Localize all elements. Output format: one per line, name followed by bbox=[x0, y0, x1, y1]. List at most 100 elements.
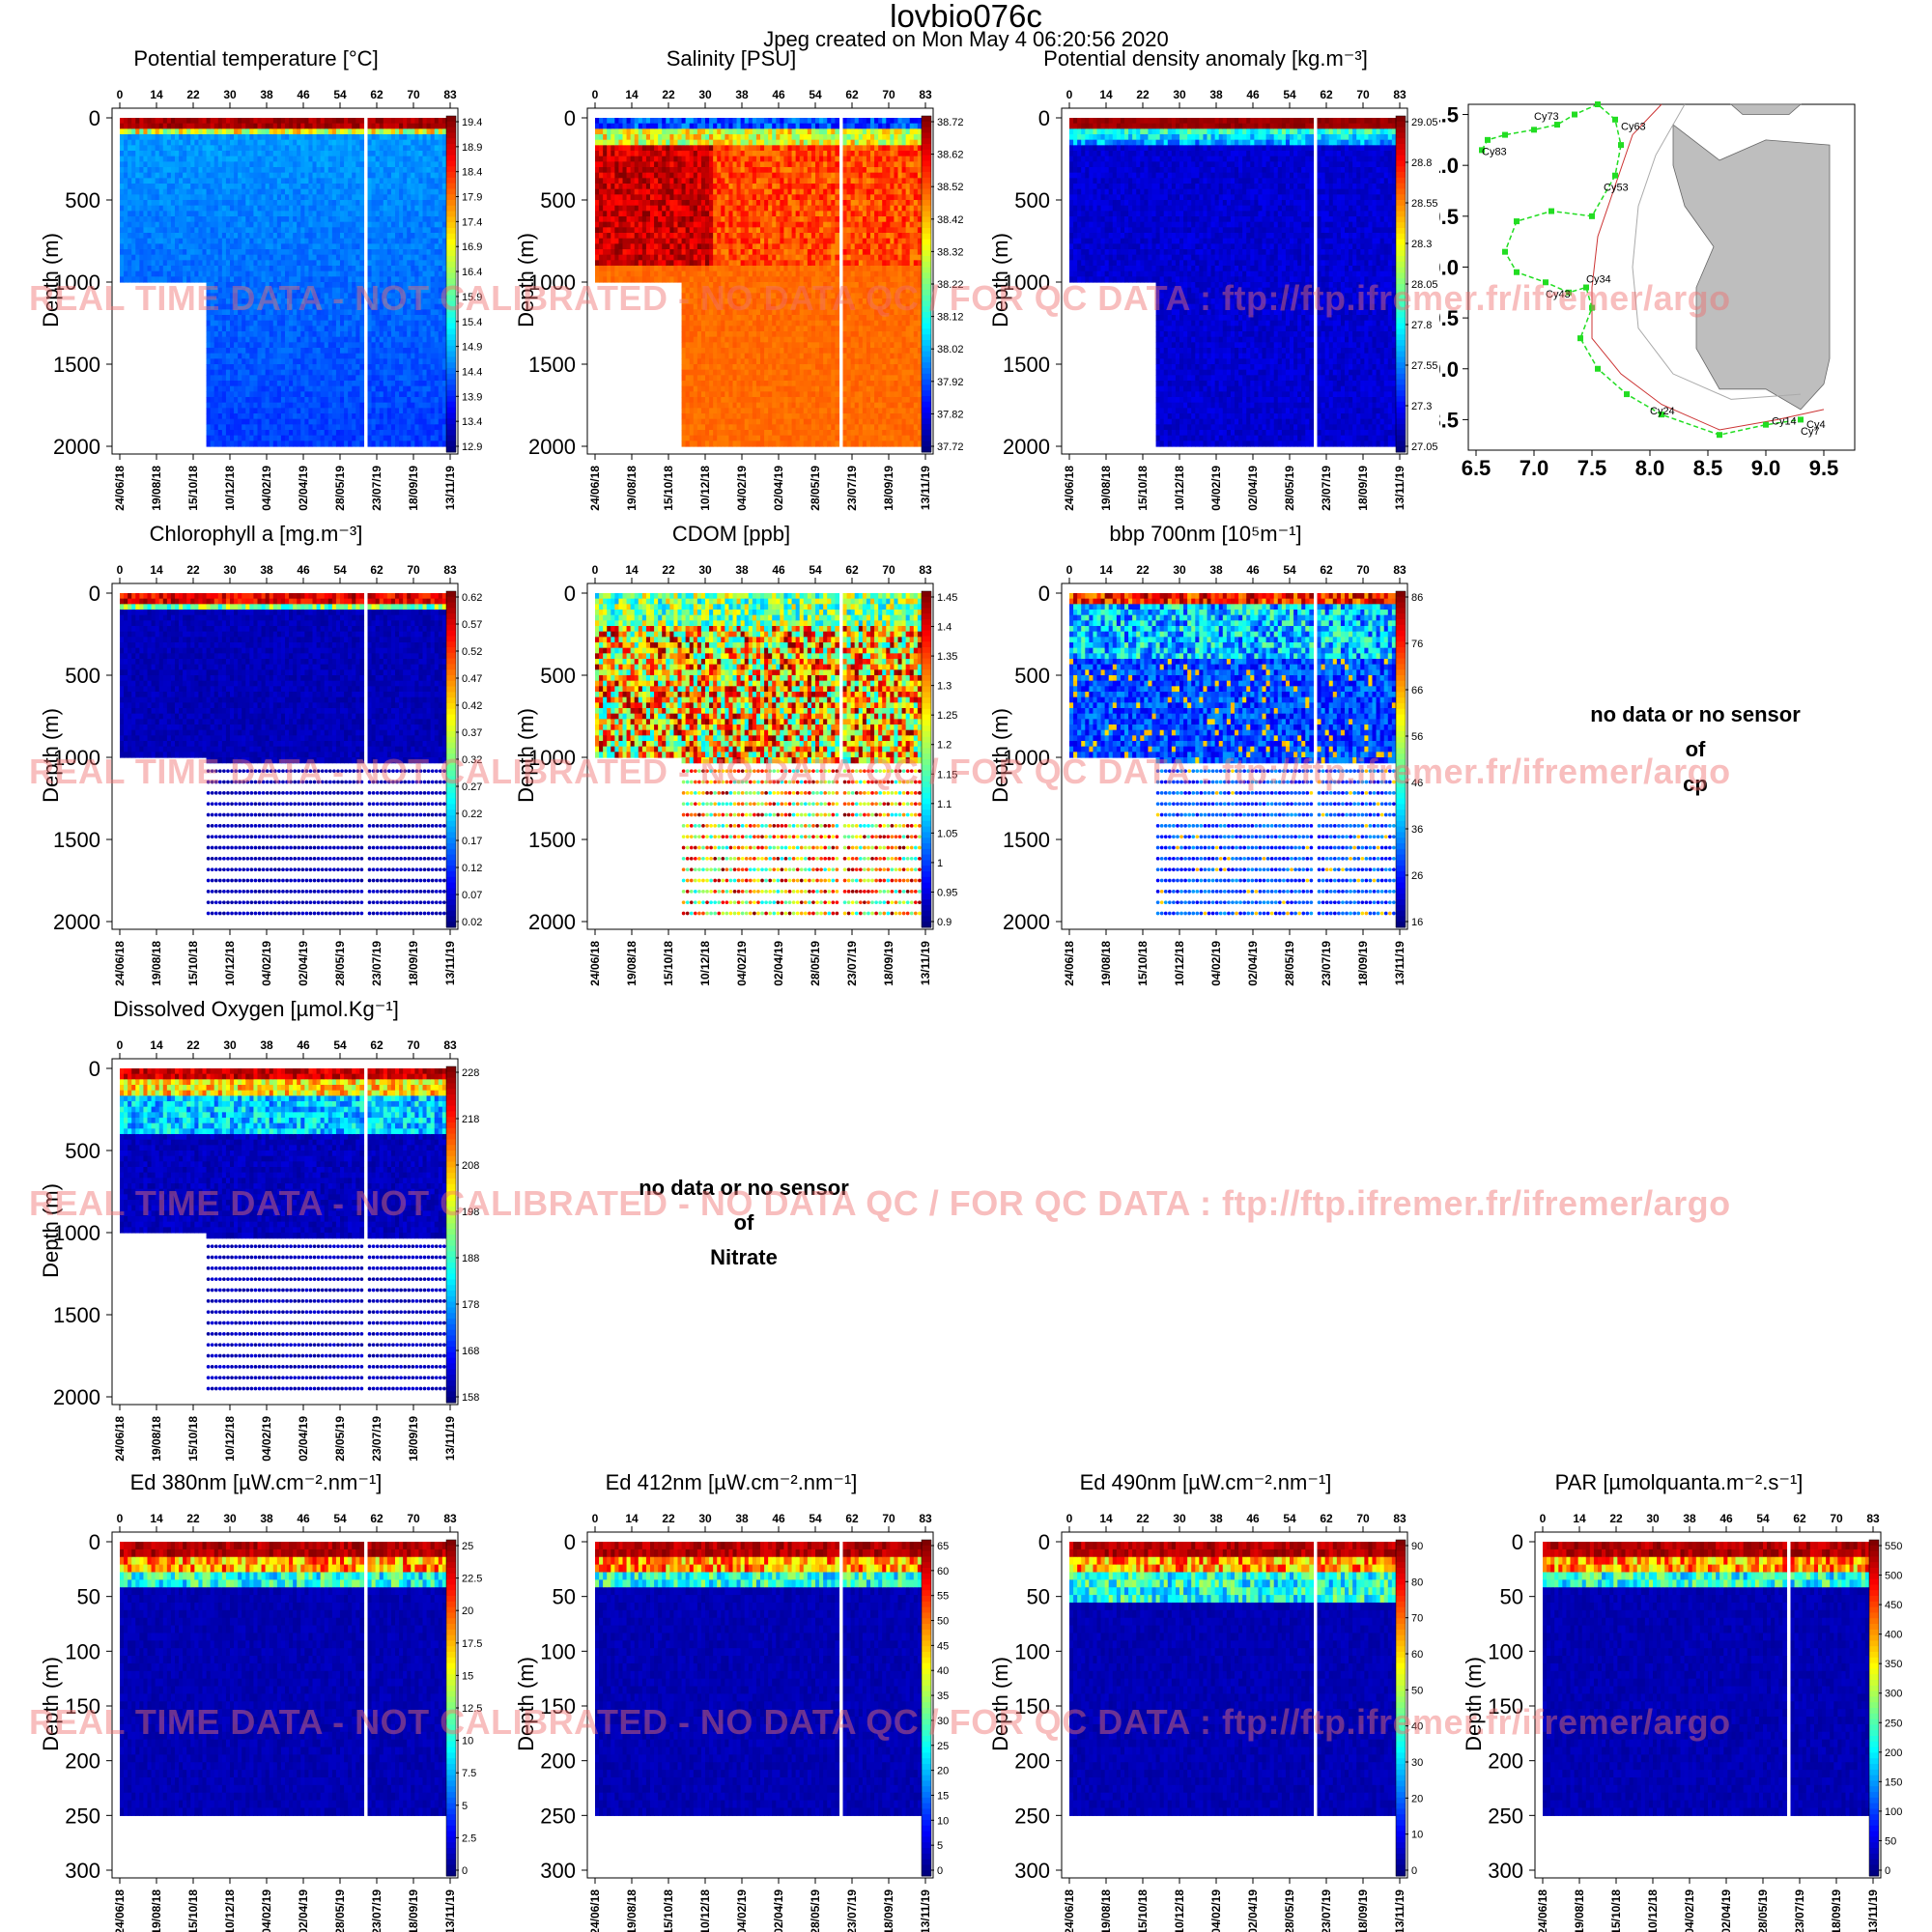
heatmap-cell bbox=[352, 315, 356, 322]
heatmap-cell bbox=[390, 348, 396, 355]
heatmap-cell bbox=[297, 216, 301, 223]
heatmap-cell bbox=[245, 391, 250, 398]
heatmap-cell bbox=[430, 282, 436, 289]
heatmap-cell bbox=[238, 238, 242, 244]
heatmap-cell bbox=[355, 408, 360, 414]
heatmap-cell bbox=[245, 402, 250, 409]
heatmap-cell bbox=[441, 227, 447, 234]
heatmap-cell bbox=[202, 118, 208, 125]
heatmap-cell bbox=[403, 342, 408, 349]
heatmap-cell bbox=[379, 418, 384, 425]
heatmap-cell bbox=[135, 233, 140, 240]
heatmap-cell bbox=[230, 145, 235, 152]
heatmap-cell bbox=[234, 266, 239, 272]
heatmap-cell bbox=[411, 145, 415, 152]
heatmap-cell bbox=[441, 243, 447, 250]
heatmap-cell bbox=[202, 221, 208, 228]
heatmap-cell bbox=[253, 309, 259, 316]
heatmap-cell bbox=[335, 134, 341, 141]
colorbar-swatch bbox=[446, 328, 456, 335]
heatmap-cell bbox=[320, 418, 326, 425]
heatmap-cell bbox=[324, 161, 329, 168]
heatmap-cell bbox=[327, 194, 333, 201]
heatmap-cell bbox=[327, 336, 333, 343]
heatmap-cell bbox=[375, 260, 381, 267]
heatmap-cell bbox=[438, 205, 443, 212]
heatmap-cell bbox=[162, 276, 168, 283]
heatmap-cell bbox=[289, 227, 294, 234]
heatmap-cell bbox=[359, 320, 365, 327]
heatmap-cell bbox=[151, 145, 156, 152]
heatmap-cell bbox=[312, 205, 318, 212]
heatmap-cell bbox=[261, 364, 267, 371]
heatmap-cell bbox=[261, 276, 267, 283]
heatmap-cell bbox=[217, 243, 223, 250]
heatmap-cell bbox=[230, 298, 235, 305]
heatmap-cell bbox=[293, 134, 298, 141]
heatmap-cell bbox=[407, 178, 412, 185]
heatmap-cell bbox=[344, 276, 349, 283]
heatmap-cell bbox=[375, 282, 381, 289]
heatmap-cell bbox=[276, 331, 282, 338]
heatmap-cell bbox=[304, 408, 310, 414]
heatmap-cell bbox=[183, 178, 187, 185]
heatmap-cell bbox=[331, 320, 337, 327]
heatmap-cell bbox=[300, 270, 305, 277]
heatmap-cell bbox=[194, 211, 200, 217]
heatmap-cell bbox=[210, 358, 215, 365]
heatmap-cell bbox=[438, 364, 443, 371]
heatmap-cell bbox=[418, 134, 424, 141]
heatmap-cell bbox=[238, 270, 242, 277]
heatmap-cell bbox=[379, 266, 384, 272]
heatmap-cell bbox=[276, 161, 282, 168]
heatmap-cell bbox=[390, 430, 396, 437]
heatmap-cell bbox=[438, 266, 443, 272]
heatmap-cell bbox=[367, 408, 373, 414]
heatmap-cell bbox=[430, 381, 436, 387]
heatmap-cell bbox=[265, 205, 270, 212]
heatmap-cell bbox=[269, 331, 274, 338]
heatmap-cell bbox=[155, 134, 160, 141]
heatmap-cell bbox=[359, 385, 365, 392]
heatmap-cell bbox=[422, 424, 428, 431]
heatmap-cell bbox=[289, 282, 294, 289]
heatmap-cell bbox=[426, 188, 432, 195]
heatmap-cell bbox=[179, 145, 184, 152]
heatmap-cell bbox=[304, 260, 310, 267]
heatmap-cell bbox=[324, 167, 329, 174]
heatmap-cell bbox=[170, 243, 176, 250]
heatmap-cell bbox=[139, 118, 145, 125]
heatmap-cell bbox=[379, 211, 384, 217]
heatmap-cell bbox=[379, 358, 384, 365]
heatmap-cell bbox=[245, 211, 250, 217]
heatmap-cell bbox=[213, 381, 219, 387]
heatmap-cell bbox=[607, 139, 611, 146]
heatmap-cell bbox=[327, 184, 333, 190]
heatmap-cell bbox=[352, 369, 356, 376]
heatmap-cell bbox=[434, 303, 440, 310]
heatmap-cell bbox=[367, 233, 373, 240]
heatmap-cell bbox=[399, 282, 404, 289]
heatmap-cell bbox=[352, 139, 356, 146]
heatmap-cell bbox=[155, 211, 160, 217]
heatmap-cell bbox=[626, 139, 632, 146]
heatmap-cell bbox=[213, 156, 219, 162]
heatmap-cell bbox=[340, 178, 345, 185]
heatmap-cell bbox=[367, 418, 373, 425]
heatmap-cell bbox=[359, 303, 365, 310]
heatmap-cell bbox=[257, 211, 263, 217]
heatmap-cell bbox=[441, 282, 447, 289]
heatmap-cell bbox=[269, 408, 274, 414]
heatmap-cell bbox=[411, 200, 415, 207]
heatmap-cell bbox=[371, 369, 377, 376]
heatmap-cell bbox=[269, 315, 274, 322]
heatmap-cell bbox=[217, 216, 223, 223]
heatmap-cell bbox=[206, 402, 212, 409]
heatmap-cell bbox=[327, 303, 333, 310]
heatmap-cell bbox=[131, 260, 136, 267]
heatmap-cell bbox=[316, 254, 322, 261]
heatmap-cell bbox=[622, 118, 628, 125]
heatmap-cell bbox=[158, 139, 164, 146]
heatmap-cell bbox=[308, 282, 314, 289]
heatmap-cell bbox=[335, 287, 341, 294]
